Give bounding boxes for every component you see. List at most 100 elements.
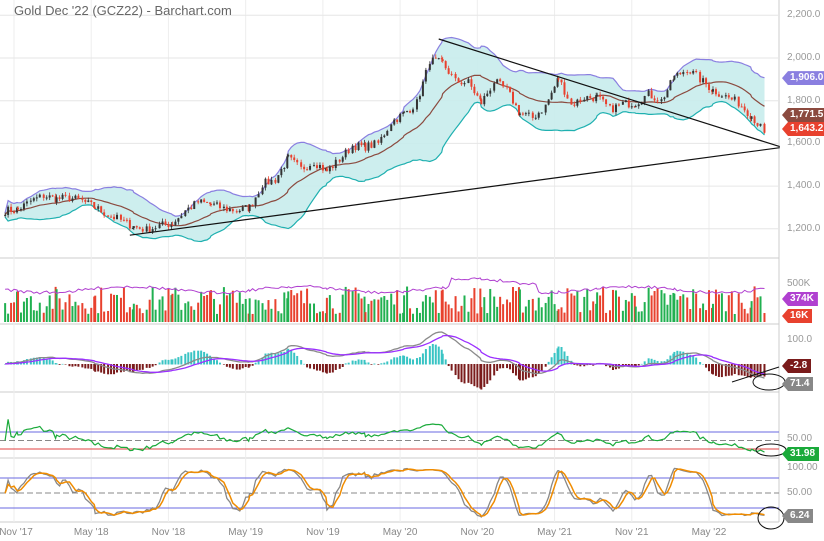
y-tick-label: 100.00 <box>787 462 818 473</box>
candle-body <box>373 140 376 148</box>
candle-body <box>270 179 273 185</box>
candle-body <box>328 166 331 172</box>
volume-bar <box>370 300 373 322</box>
stoch-d-line <box>4 468 765 518</box>
candle-body <box>730 97 733 100</box>
candle-body <box>412 109 415 113</box>
volume-bar <box>596 292 599 322</box>
macd-histogram-bar <box>303 363 306 365</box>
macd-histogram-bar <box>676 350 679 365</box>
candle-body <box>499 79 502 82</box>
volume-bar <box>599 295 602 322</box>
volume-bar <box>450 308 453 322</box>
candle-body <box>393 119 396 125</box>
macd-histogram-bar <box>231 364 234 369</box>
macd-histogram-bar <box>730 364 733 376</box>
volume-bar <box>630 293 633 322</box>
volume-bar <box>71 306 74 322</box>
volume-bar <box>666 304 669 322</box>
macd-histogram-bar <box>418 357 421 365</box>
bollinger-band-fill <box>5 37 765 242</box>
candle-body <box>437 58 440 60</box>
macd-histogram-bar <box>403 355 406 365</box>
candle-body <box>586 96 589 100</box>
volume-bar <box>699 308 702 322</box>
volume-bar <box>97 313 100 322</box>
volume-bar <box>360 298 363 322</box>
volume-bar <box>534 310 537 322</box>
volume-bar <box>463 295 466 322</box>
macd-histogram-bar <box>290 350 293 365</box>
candle-body <box>756 123 759 126</box>
candle-body <box>579 99 582 102</box>
volume-bar <box>437 312 440 322</box>
candle-body <box>431 57 434 65</box>
candle-body <box>347 149 350 154</box>
volume-bar <box>421 301 424 322</box>
macd-histogram-bar <box>280 352 283 365</box>
volume-bar <box>328 295 331 322</box>
volume-bar <box>238 292 241 322</box>
macd-histogram-bar <box>94 364 97 372</box>
volume-bar <box>740 302 743 322</box>
volume-bar <box>351 291 354 322</box>
candle-body <box>103 212 106 216</box>
volume-bar <box>35 310 38 322</box>
candle-body <box>759 123 762 126</box>
volume-bar <box>759 296 762 322</box>
candle-body <box>415 99 418 110</box>
macd-histogram-bar <box>566 355 569 365</box>
volume-bar <box>148 299 151 322</box>
candle-body <box>396 119 399 122</box>
macd-histogram-bar <box>406 356 409 365</box>
candle-body <box>4 214 7 216</box>
candle-body <box>454 73 457 79</box>
volume-bar <box>479 288 482 322</box>
volume-bar <box>524 306 527 322</box>
volume-bar <box>756 297 759 322</box>
candle-body <box>614 104 617 113</box>
candle-body <box>673 75 676 80</box>
candle-body <box>627 100 630 108</box>
macd-histogram-bar <box>158 362 161 365</box>
candle-body <box>267 178 270 185</box>
candle-body <box>418 96 421 100</box>
candle-body <box>251 204 254 206</box>
macd-trendline <box>731 366 780 383</box>
volume-bar <box>283 292 286 322</box>
macd-histogram-bar <box>244 364 247 368</box>
macd-histogram-bar <box>84 364 87 369</box>
macd-histogram-bar <box>733 364 736 375</box>
macd-histogram-bar <box>347 362 350 365</box>
volume-bar <box>669 294 672 322</box>
macd-histogram-bar <box>90 364 93 369</box>
candle-body <box>22 203 25 210</box>
macd-histogram-bar <box>274 353 277 365</box>
candle-body <box>132 226 135 229</box>
volume-bar <box>418 312 421 322</box>
macd-histogram-bar <box>396 357 399 365</box>
volume-bar <box>357 293 360 322</box>
volume-bar <box>248 298 251 322</box>
volume-bar <box>29 296 32 322</box>
volume-bar <box>476 313 479 322</box>
volume-bar <box>506 299 509 322</box>
candle-body <box>128 219 131 229</box>
volume-bar <box>347 289 350 322</box>
volume-bar <box>763 313 766 322</box>
volume-bar <box>38 302 41 322</box>
volume-bar <box>290 289 293 322</box>
volume-bar <box>264 309 267 322</box>
volume-bar <box>13 302 16 322</box>
volume-bar <box>566 288 569 322</box>
volume-bar <box>293 295 296 322</box>
candle-body <box>161 221 164 225</box>
candle-body <box>213 203 216 205</box>
macd-histogram-bar <box>187 352 190 365</box>
y-tick-label: 1,800.0 <box>787 94 821 106</box>
volume-bar <box>257 300 260 322</box>
candle-body <box>496 79 499 84</box>
macd-badge: -2.8 <box>782 359 812 373</box>
candle-body <box>540 112 543 114</box>
volume-bar <box>537 297 540 322</box>
